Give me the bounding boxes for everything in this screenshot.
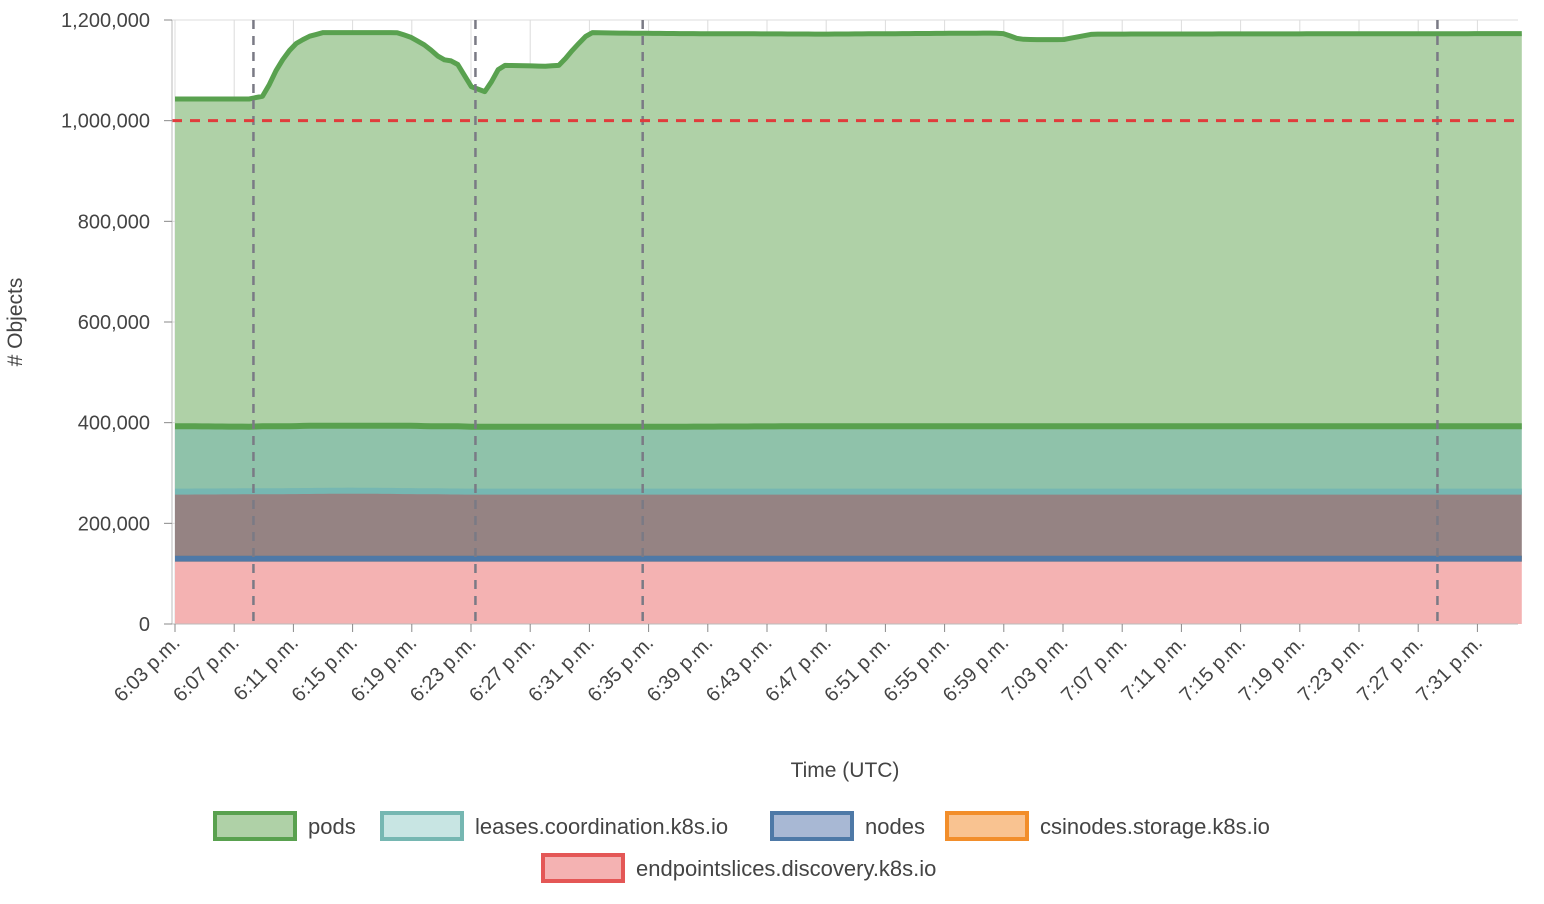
area-endpointslices-discovery-k8s-io xyxy=(175,558,1522,624)
legend-label: csinodes.storage.k8s.io xyxy=(1040,814,1270,839)
line-leases-coordination-k8s-io xyxy=(175,487,1522,495)
y-tick-label: 0 xyxy=(139,614,150,636)
y-tick-label: 600,000 xyxy=(78,312,150,334)
legend-item: endpointslices.discovery.k8s.io xyxy=(541,853,936,883)
y-tick-label: 200,000 xyxy=(78,513,150,535)
series-areas xyxy=(175,30,1522,624)
y-axis-title: # Objects xyxy=(4,278,27,367)
legend-label: pods xyxy=(308,814,356,839)
area-nodes xyxy=(175,490,1522,559)
legend-label: endpointslices.discovery.k8s.io xyxy=(636,856,936,881)
x-tick-label: 7:07 p.m. xyxy=(1057,632,1132,707)
legend-swatch xyxy=(541,853,625,883)
x-tick-label: 7:31 p.m. xyxy=(1412,632,1487,707)
y-tick-label: 400,000 xyxy=(78,413,150,435)
y-tick-label: 1,200,000 xyxy=(61,10,150,32)
legend-swatch xyxy=(770,811,854,841)
legend-item: csinodes.storage.k8s.io xyxy=(945,811,1270,841)
legend-swatch xyxy=(380,811,464,841)
legend: pods leases.coordination.k8s.io nodes csino… xyxy=(213,811,1270,883)
x-tick-label: 6:07 p.m. xyxy=(169,632,244,707)
legend-swatch xyxy=(945,811,1029,841)
legend-label: nodes xyxy=(865,814,925,839)
y-tick-label: 800,000 xyxy=(78,211,150,233)
y-tick-label: 1,000,000 xyxy=(61,111,150,133)
area-leases-coordination-k8s-io xyxy=(175,425,1522,492)
legend-label: leases.coordination.k8s.io xyxy=(475,814,728,839)
line-pods xyxy=(175,30,1522,102)
line-pods xyxy=(175,422,1522,430)
x-axis-title: Time (UTC) xyxy=(791,759,900,782)
legend-item: pods xyxy=(213,811,356,841)
legend-swatch xyxy=(213,811,297,841)
area-pods xyxy=(175,32,1522,427)
legend-item: nodes xyxy=(770,811,925,841)
legend-item: leases.coordination.k8s.io xyxy=(380,811,728,841)
